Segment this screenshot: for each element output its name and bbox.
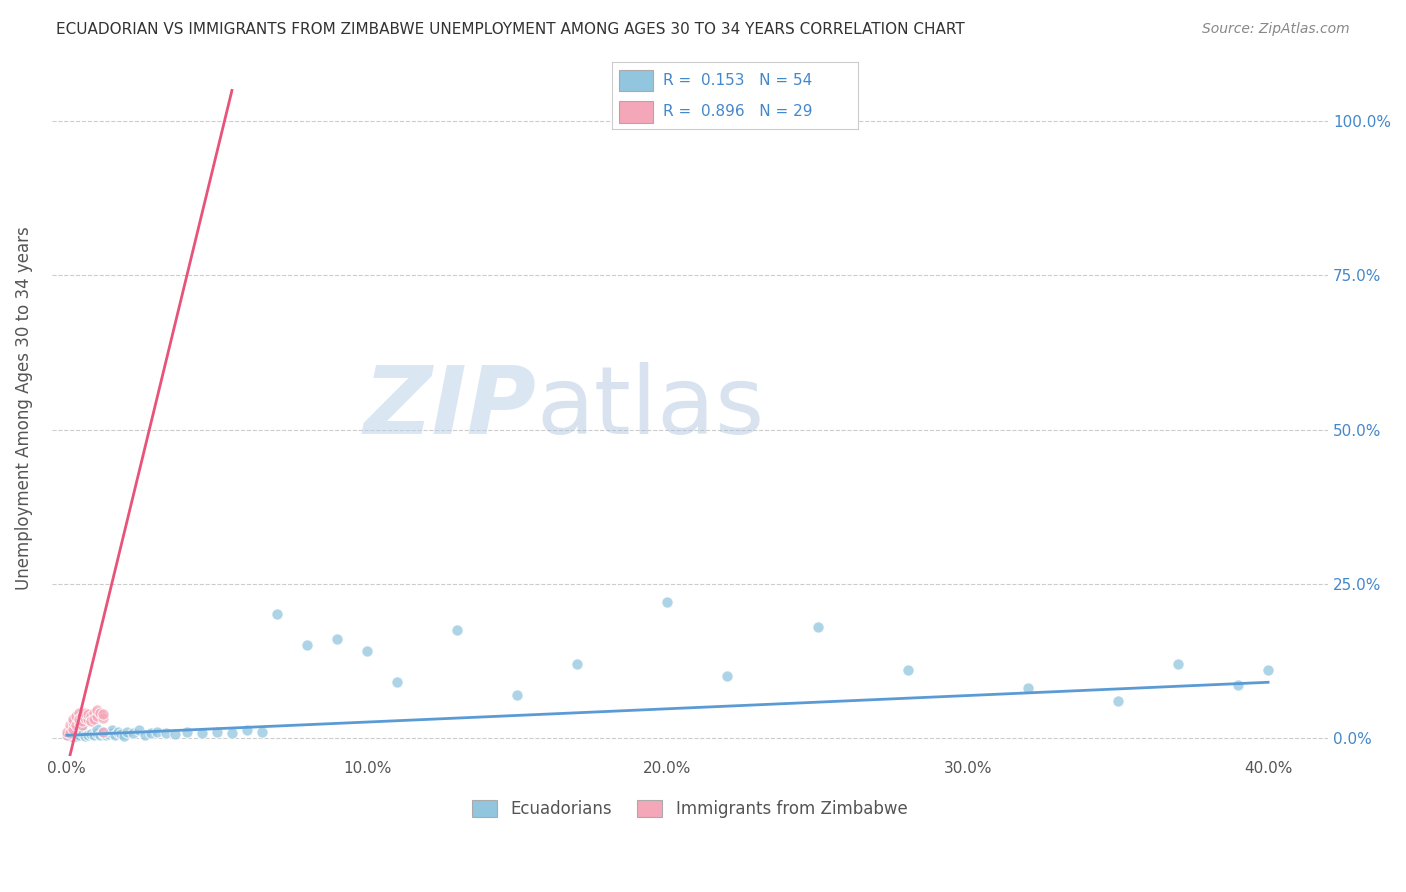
Point — [83, 728, 105, 742]
Point — [91, 726, 114, 740]
Point — [897, 663, 920, 677]
Point — [191, 726, 214, 740]
Point — [104, 728, 127, 742]
Point — [91, 711, 114, 725]
Point — [55, 728, 77, 742]
Point — [67, 706, 90, 720]
Text: ECUADORIAN VS IMMIGRANTS FROM ZIMBABWE UNEMPLOYMENT AMONG AGES 30 TO 34 YEARS CO: ECUADORIAN VS IMMIGRANTS FROM ZIMBABWE U… — [56, 22, 965, 37]
Point — [110, 727, 132, 741]
Point — [86, 703, 108, 717]
Point — [567, 657, 589, 671]
Point — [112, 729, 135, 743]
Point — [59, 726, 82, 740]
Y-axis label: Unemployment Among Ages 30 to 34 years: Unemployment Among Ages 30 to 34 years — [15, 226, 32, 590]
Point — [236, 723, 259, 738]
Point — [806, 620, 828, 634]
Point — [163, 727, 186, 741]
Point — [221, 726, 243, 740]
Point — [97, 727, 120, 741]
Point — [716, 669, 738, 683]
Text: Source: ZipAtlas.com: Source: ZipAtlas.com — [1202, 22, 1350, 37]
Point — [134, 728, 156, 742]
Point — [295, 638, 318, 652]
Point — [86, 709, 108, 723]
Point — [91, 707, 114, 722]
Point — [70, 718, 93, 732]
Point — [62, 712, 84, 726]
Point — [80, 709, 103, 723]
Point — [1257, 663, 1279, 677]
Point — [89, 706, 111, 720]
Point — [1167, 657, 1189, 671]
Point — [67, 715, 90, 730]
Point — [176, 725, 198, 739]
Text: atlas: atlas — [537, 362, 765, 454]
Point — [55, 724, 77, 739]
Point — [76, 728, 98, 742]
Point — [1107, 694, 1129, 708]
Point — [62, 722, 84, 736]
Point — [76, 707, 98, 722]
Point — [121, 726, 143, 740]
Point — [446, 623, 468, 637]
Point — [128, 723, 150, 738]
Legend: Ecuadorians, Immigrants from Zimbabwe: Ecuadorians, Immigrants from Zimbabwe — [465, 793, 914, 824]
Point — [73, 706, 96, 720]
Point — [73, 711, 96, 725]
Point — [70, 723, 93, 738]
Point — [385, 675, 408, 690]
Point — [155, 726, 177, 740]
Point — [205, 724, 228, 739]
Point — [70, 726, 93, 740]
Point — [250, 724, 273, 739]
Point — [91, 724, 114, 739]
Point — [1017, 681, 1039, 696]
Point — [115, 724, 138, 739]
Point — [266, 607, 288, 622]
Point — [506, 688, 529, 702]
Bar — [619, 102, 654, 123]
Point — [65, 709, 87, 723]
Point — [62, 730, 84, 744]
Point — [83, 712, 105, 726]
Point — [86, 722, 108, 736]
Point — [139, 726, 162, 740]
Point — [76, 712, 98, 726]
Point — [107, 725, 129, 739]
Point — [59, 718, 82, 732]
Point — [326, 632, 349, 647]
Point — [80, 714, 103, 728]
Point — [101, 723, 124, 738]
Point — [55, 728, 77, 742]
Point — [62, 715, 84, 730]
Text: R =  0.896   N = 29: R = 0.896 N = 29 — [664, 104, 813, 120]
Point — [73, 729, 96, 743]
Point — [356, 644, 378, 658]
Point — [80, 727, 103, 741]
Point — [67, 728, 90, 742]
Point — [70, 709, 93, 723]
Point — [101, 726, 124, 740]
Point — [146, 724, 169, 739]
Point — [67, 712, 90, 726]
Point — [65, 718, 87, 732]
Point — [83, 706, 105, 720]
Text: R =  0.153   N = 54: R = 0.153 N = 54 — [664, 73, 813, 88]
Point — [91, 724, 114, 739]
Point — [89, 728, 111, 742]
Point — [65, 729, 87, 743]
Text: ZIP: ZIP — [364, 362, 537, 454]
Point — [94, 728, 117, 742]
Point — [657, 595, 679, 609]
Bar — [619, 70, 654, 91]
Point — [1227, 678, 1250, 692]
Point — [86, 726, 108, 740]
Point — [70, 714, 93, 728]
